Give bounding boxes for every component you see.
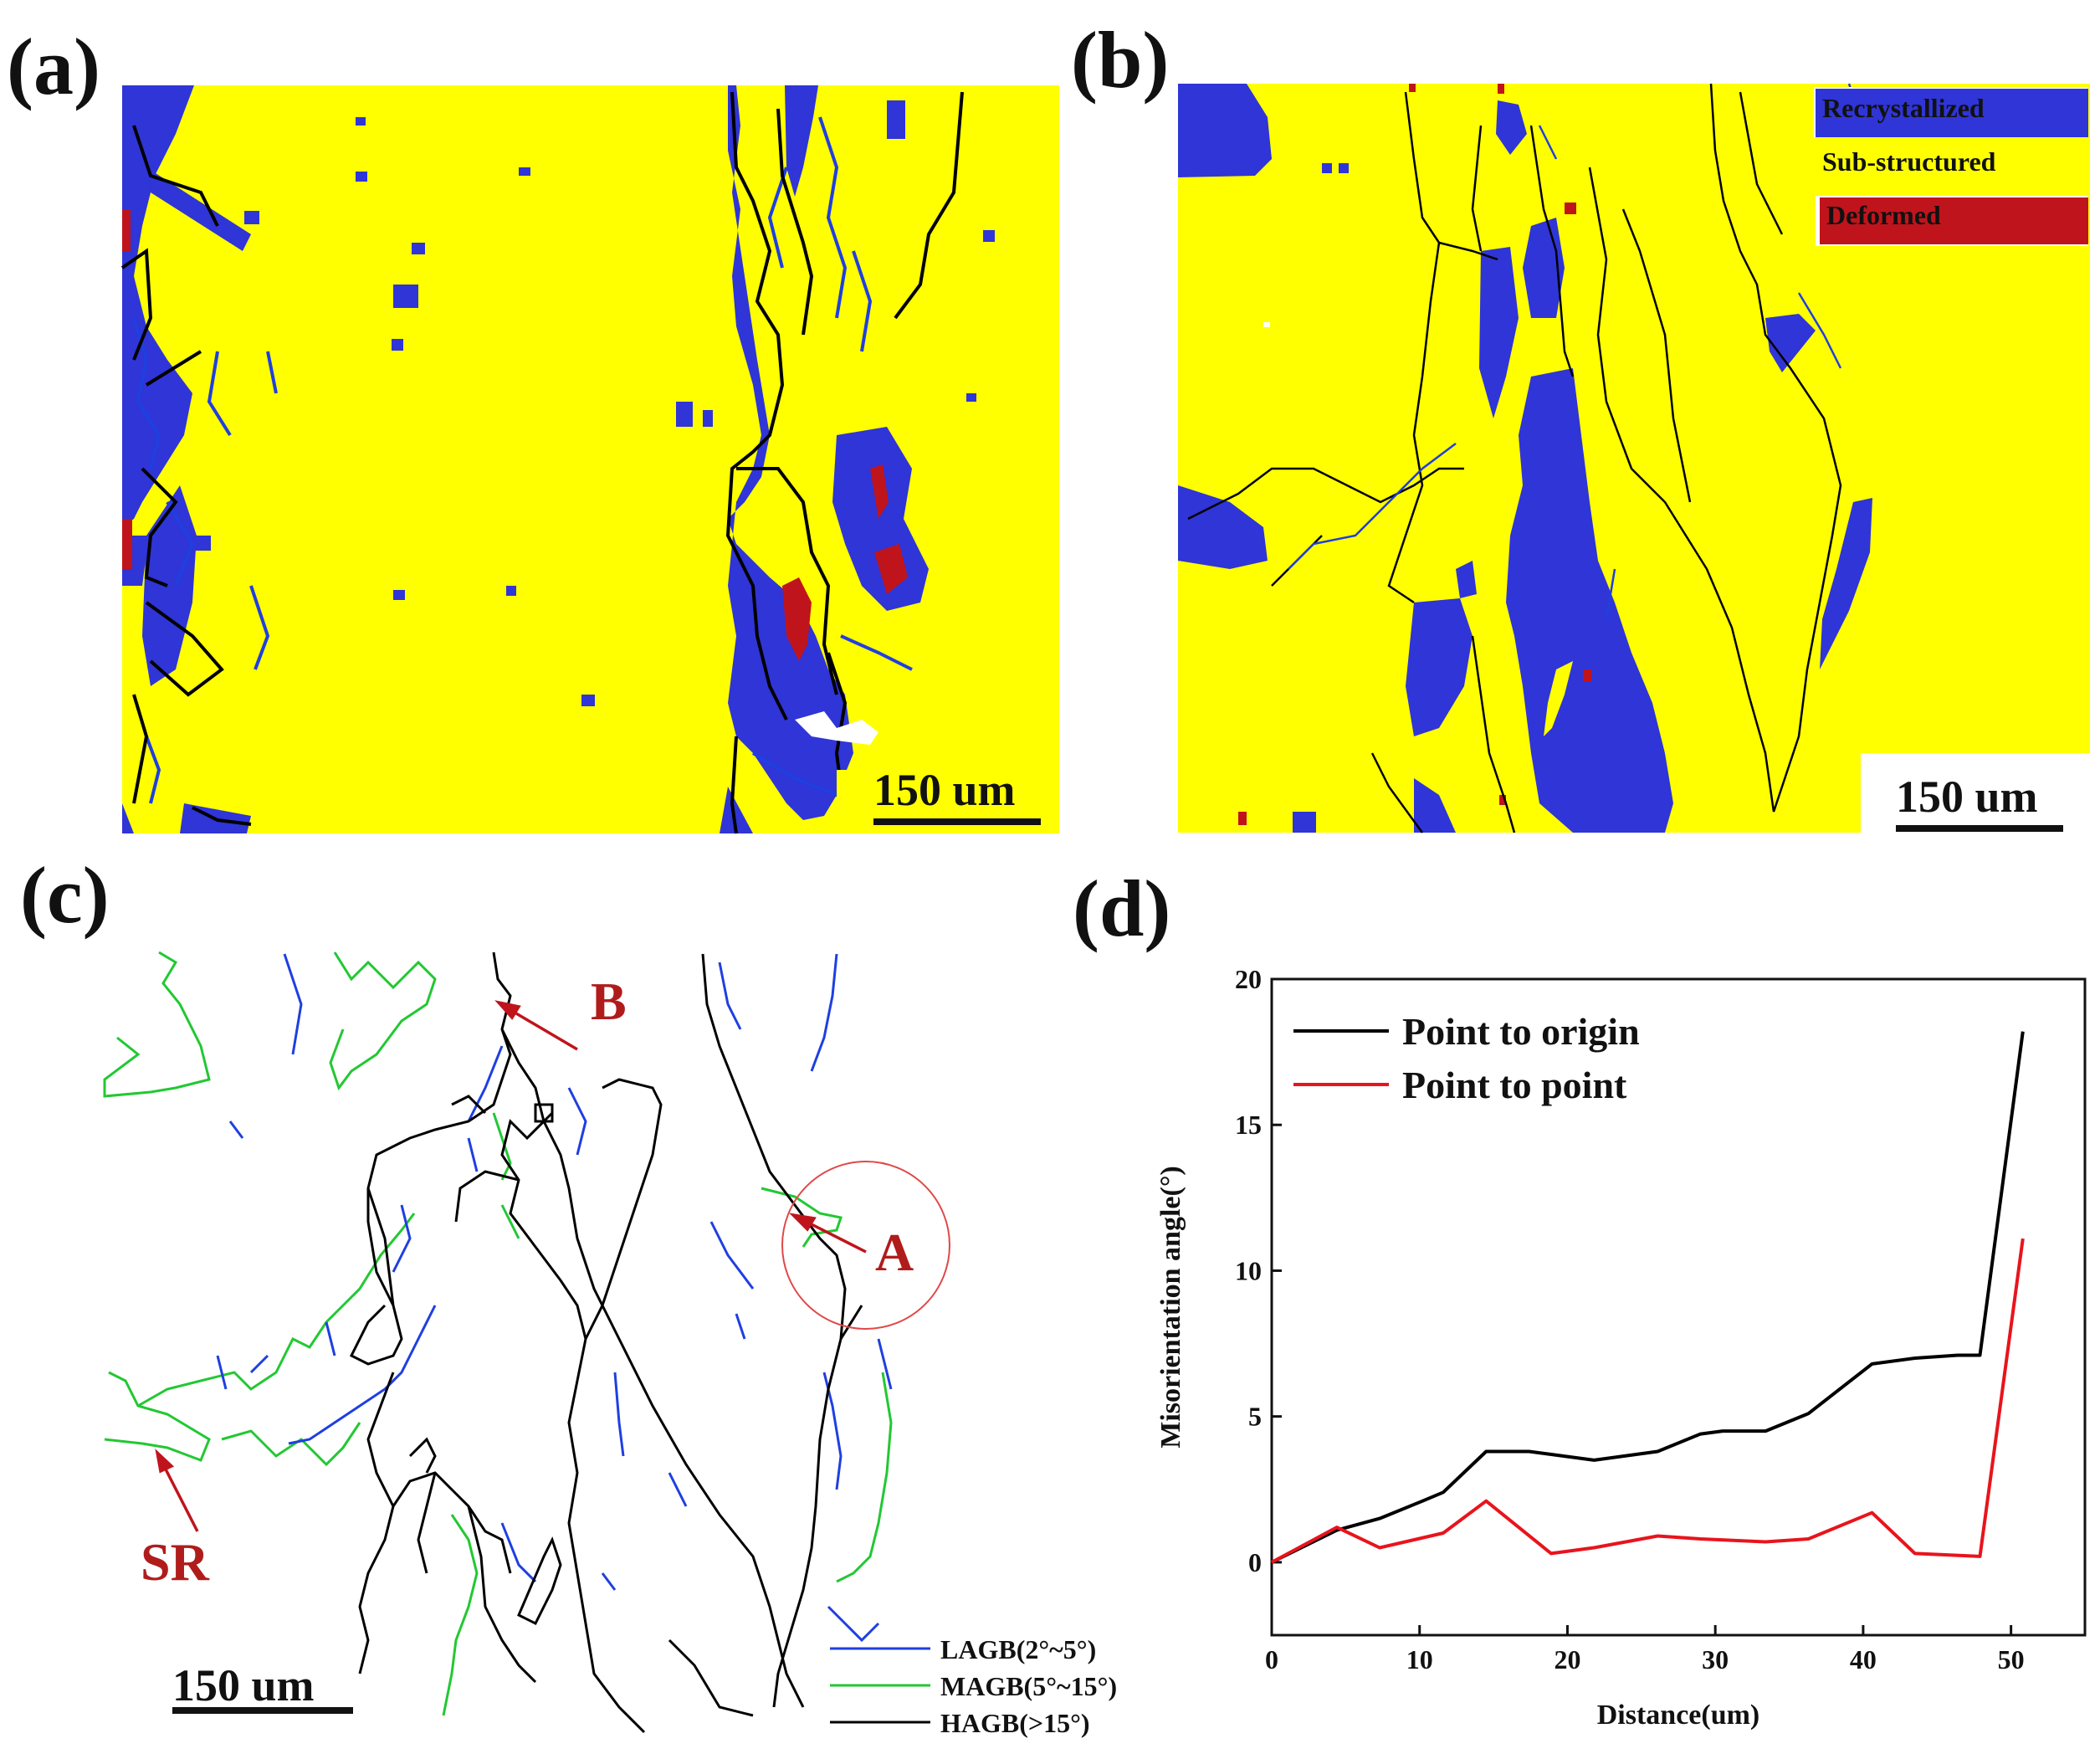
panel-a-scale-bar <box>873 818 1041 825</box>
panel-c-scale-text: 150 um <box>172 1660 315 1710</box>
panel-b-scale-text: 150 um <box>1896 772 2038 822</box>
legend-swatch-recrystallized <box>1816 89 2088 137</box>
chart-series <box>1271 1031 2025 1564</box>
annotation-arrows <box>155 1000 867 1532</box>
y-tick-label: 0 <box>1248 1547 1262 1577</box>
panel-b-legend: Recrystallized Sub-structured Deformed <box>1814 87 2088 246</box>
legend-label-hagb: HAGB(>15°) <box>940 1708 1090 1738</box>
legend-label-point-to-origin: Point to origin <box>1402 1010 1640 1053</box>
panel-d: (d) 0 5 10 15 20 0 10 20 30 40 50 Distance(um) Mi… <box>1073 864 2087 1731</box>
legend-label-recrystallized: Recrystallized <box>1822 93 1985 123</box>
y-tick-label: 5 <box>1248 1402 1262 1432</box>
panel-b-scale-bg <box>1861 753 2100 838</box>
panel-a: (a) <box>7 22 1059 834</box>
legend-swatch-substructured <box>1816 142 2088 186</box>
panel-b-scale-bar <box>1896 825 2063 832</box>
chart-x-ticks: 0 10 20 30 40 50 <box>1265 1625 2025 1674</box>
chart-y-ticks: 0 5 10 15 20 <box>1235 964 1282 1577</box>
panel-a-label: (a) <box>7 22 100 111</box>
panel-c-legend: LAGB(2°~5°) MAGB(5°~15°) HAGB(>15°) <box>830 1634 1117 1738</box>
y-tick-label: 15 <box>1235 1110 1262 1140</box>
annotation-b-label: B <box>591 972 627 1031</box>
series-line-point-to-origin <box>1271 1031 2025 1564</box>
panel-c-boundary-map <box>103 951 893 1734</box>
chart-y-axis-label: Misorientation angle(°) <box>1155 1166 1186 1449</box>
annotation-sr-label: SR <box>141 1532 210 1592</box>
misorientation-chart: 0 5 10 15 20 0 10 20 30 40 50 Distance(um) Misori… <box>1155 964 2087 1731</box>
region-a-circle <box>781 1161 950 1330</box>
chart-legend: Point to origin Point to point <box>1293 1010 1640 1106</box>
panel-d-label: (d) <box>1073 864 1170 953</box>
legend-swatch-deformed <box>1820 197 2088 244</box>
panel-c: (c) B A SR 150 um LAGB(2°~5°) <box>20 850 1117 1738</box>
legend-label-point-to-point: Point to point <box>1402 1064 1627 1106</box>
panel-c-label: (c) <box>20 850 110 940</box>
x-tick-label: 30 <box>1702 1644 1729 1674</box>
x-tick-label: 0 <box>1265 1644 1278 1674</box>
annotation-a-label: A <box>875 1223 914 1282</box>
x-tick-label: 40 <box>1850 1644 1877 1674</box>
panel-c-scale-bar <box>172 1707 353 1714</box>
chart-frame <box>1270 977 2087 1637</box>
panel-a-ebsd-map <box>120 85 1059 834</box>
x-tick-label: 20 <box>1554 1644 1580 1674</box>
legend-label-magb: MAGB(5°~15°) <box>940 1671 1117 1701</box>
y-tick-label: 20 <box>1235 964 1262 994</box>
x-tick-label: 50 <box>1998 1644 2025 1674</box>
legend-label-deformed: Deformed <box>1826 200 1941 230</box>
y-tick-label: 10 <box>1235 1255 1262 1285</box>
legend-label-lagb: LAGB(2°~5°) <box>940 1634 1096 1664</box>
x-tick-label: 10 <box>1406 1644 1433 1674</box>
series-line-point-to-point <box>1271 1238 2025 1564</box>
panel-a-scale-text: 150 um <box>873 765 1016 815</box>
panel-b: (b) <box>1071 15 2100 838</box>
legend-label-substructured: Sub-structured <box>1822 146 1996 177</box>
chart-x-axis-label: Distance(um) <box>1597 1700 1760 1731</box>
panel-b-label: (b) <box>1071 15 1169 105</box>
